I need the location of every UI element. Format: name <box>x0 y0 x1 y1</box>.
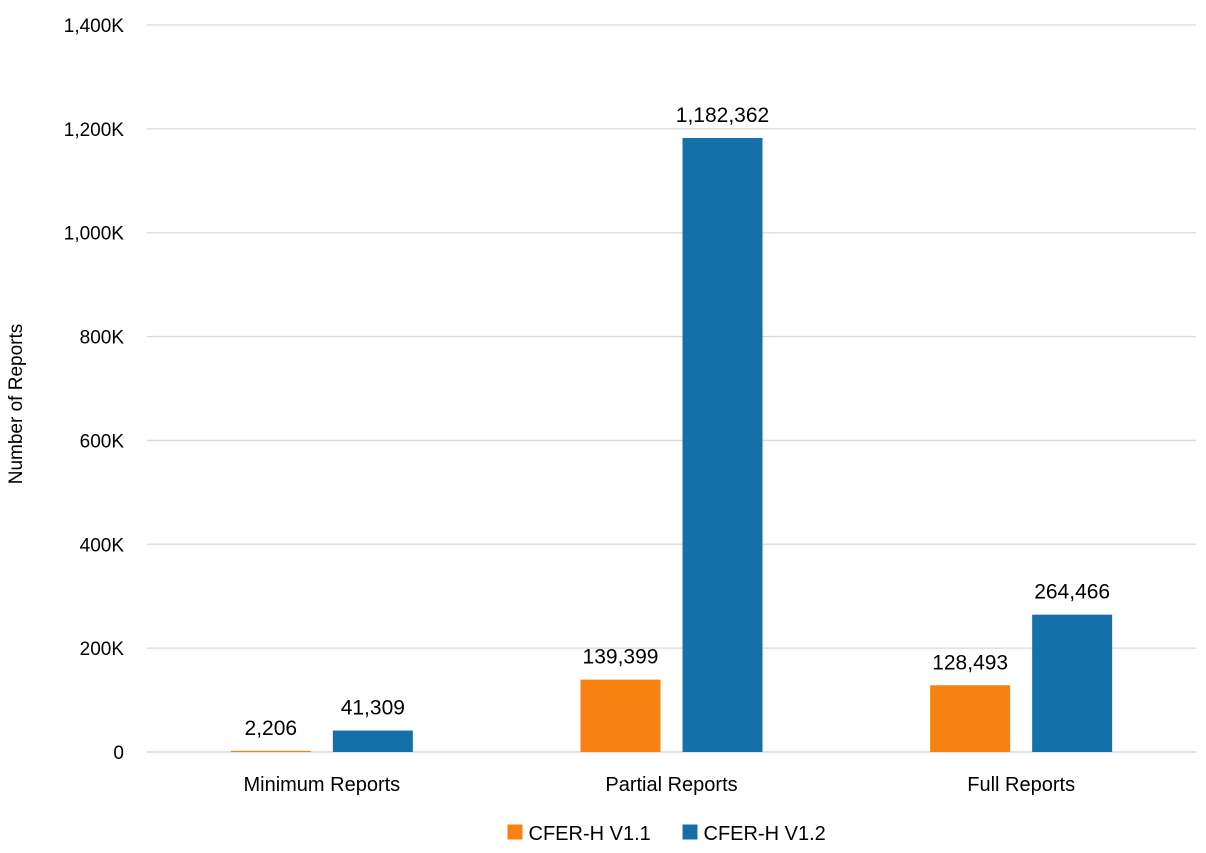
y-tick-label: 800K <box>80 328 125 349</box>
y-tick-label: 1,200K <box>64 120 125 141</box>
legend-swatch <box>507 824 523 840</box>
legend-label: CFER-H V1.2 <box>704 823 826 845</box>
data-label: 264,466 <box>1034 581 1110 604</box>
data-label: 2,206 <box>245 717 298 740</box>
legend-label: CFER-H V1.1 <box>529 823 651 845</box>
x-tick-label: Minimum Reports <box>243 774 400 796</box>
x-tick-label: Full Reports <box>967 774 1075 796</box>
legend-swatch <box>682 824 698 840</box>
x-axis-ticks: Minimum Reports Partial Reports Full Repor… <box>243 774 1075 796</box>
data-labels: 2,206 41,309 139,399 1,182,362 128,493 264,46… <box>245 104 1111 740</box>
data-label: 1,182,362 <box>676 104 769 127</box>
y-tick-label: 600K <box>80 431 125 452</box>
data-label: 139,399 <box>583 646 659 669</box>
bars <box>230 138 1113 753</box>
bar-cfer-h-v1-2 <box>682 138 763 753</box>
bar-cfer-h-v1-1 <box>580 679 661 752</box>
y-axis-ticks: 0 200K 400K 600K 800K 1,000K 1,200K 1,400K <box>64 16 125 764</box>
y-tick-label: 0 <box>113 743 124 764</box>
y-tick-label: 1,000K <box>64 224 125 245</box>
bar-cfer-h-v1-2 <box>332 730 413 752</box>
bar-cfer-h-v1-2 <box>1032 614 1113 752</box>
gridlines <box>147 24 1196 753</box>
data-label: 128,493 <box>932 651 1008 674</box>
data-label: 41,309 <box>341 697 405 720</box>
y-axis-title: Number of Reports <box>6 324 27 485</box>
x-tick-label: Partial Reports <box>605 774 737 796</box>
y-tick-label: 200K <box>80 639 125 660</box>
bar-cfer-h-v1-1 <box>230 750 311 752</box>
y-tick-label: 1,400K <box>64 16 125 37</box>
bar-cfer-h-v1-1 <box>930 685 1011 752</box>
y-tick-label: 400K <box>80 535 125 556</box>
legend: CFER-H V1.1 CFER-H V1.2 <box>507 823 826 845</box>
